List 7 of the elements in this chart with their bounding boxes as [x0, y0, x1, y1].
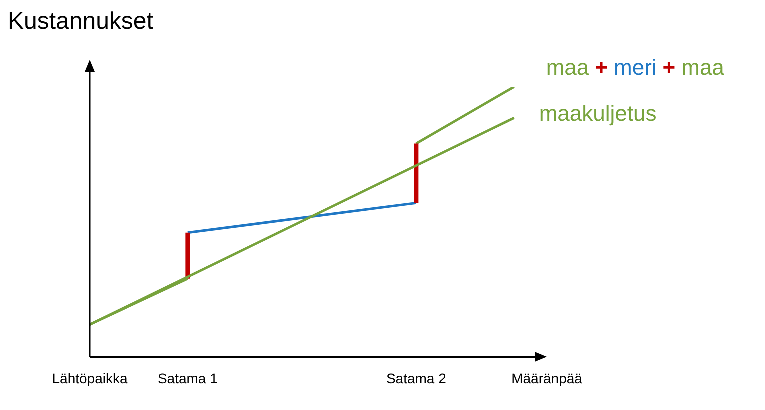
- x-tick-label: Satama 2: [386, 370, 447, 386]
- text: maa + meri + maa: [546, 55, 726, 80]
- x-tick-label: Satama 1: [158, 370, 218, 386]
- y-axis-title: Kustannukset: [8, 8, 154, 36]
- x-tick-label: Määränpää: [512, 370, 583, 386]
- series-label: maakuljetus: [539, 101, 657, 126]
- x-tick-label: Lähtöpaikka: [52, 370, 128, 386]
